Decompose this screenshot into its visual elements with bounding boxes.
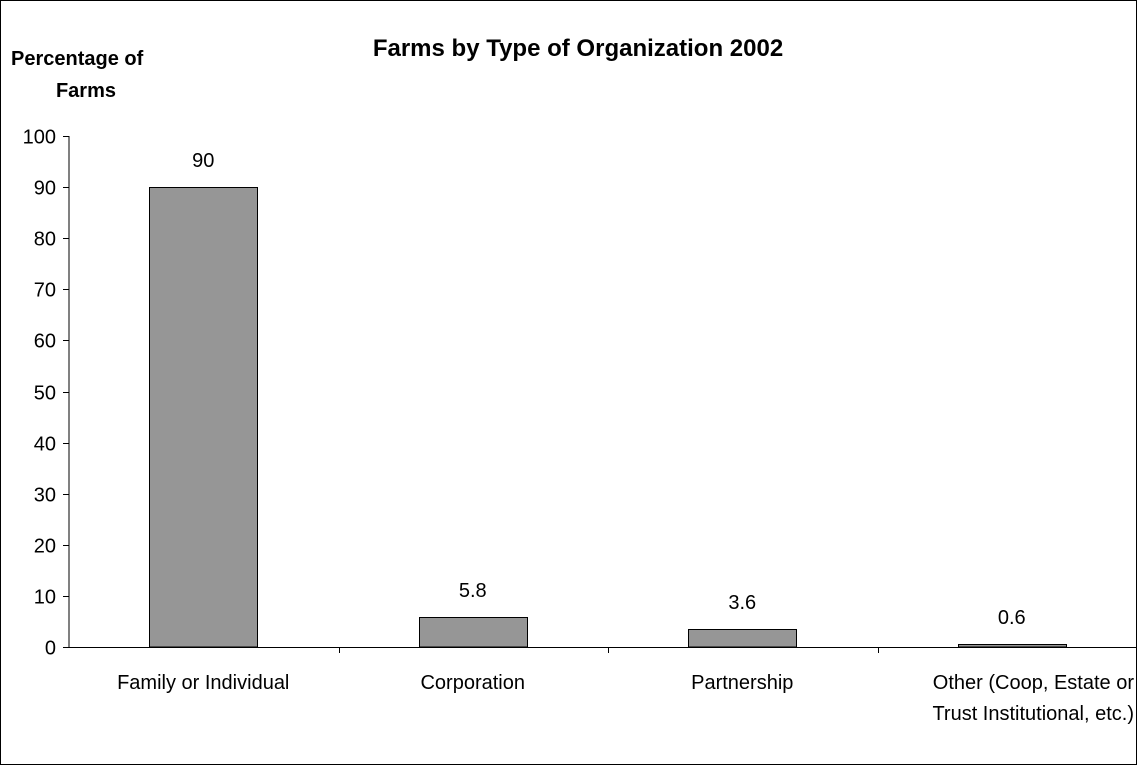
- bar-value-label-2: 5.8: [459, 580, 487, 602]
- bar-3: [689, 630, 797, 648]
- bar-4: [959, 645, 1067, 648]
- y-axis-label-line-2: Farms: [56, 80, 116, 102]
- category-labels-group: Family or Individual Corporation Partnersh…: [117, 672, 1134, 725]
- category-label-4-line-2: Trust Institutional, etc.): [932, 703, 1134, 725]
- y-tick-label: 30: [34, 485, 56, 507]
- y-tick-label: 50: [34, 383, 56, 405]
- bar-value-label-1: 90: [192, 150, 214, 172]
- y-axis-label-group: Percentage of Farms: [11, 48, 144, 102]
- bars-group: [150, 188, 1067, 648]
- data-labels-group: 90 5.8 3.6 0.6: [192, 150, 1026, 629]
- y-tick-label: 10: [34, 587, 56, 609]
- y-axis-label-line-1: Percentage of: [11, 48, 144, 70]
- y-tick-label: 60: [34, 331, 56, 353]
- y-tick-label: 90: [34, 178, 56, 200]
- bar-2: [420, 618, 528, 648]
- y-tick-label: 80: [34, 229, 56, 251]
- chart-title-group: Farms by Type of Organization 2002: [373, 35, 783, 62]
- category-label-4-line-1: Other (Coop, Estate or: [933, 672, 1135, 694]
- y-tick-label: 40: [34, 434, 56, 456]
- y-tick-label: 0: [45, 638, 56, 660]
- y-tick-label: 100: [23, 127, 56, 149]
- bar-value-label-4: 0.6: [998, 607, 1026, 629]
- y-tick-label: 20: [34, 536, 56, 558]
- y-tick-label: 70: [34, 280, 56, 302]
- category-label-3: Partnership: [691, 672, 793, 694]
- category-label-1: Family or Individual: [117, 672, 289, 694]
- chart-title: Farms by Type of Organization 2002: [373, 35, 783, 62]
- category-label-2: Corporation: [420, 672, 525, 694]
- bar-1: [150, 188, 258, 648]
- bar-value-label-3: 3.6: [728, 592, 756, 614]
